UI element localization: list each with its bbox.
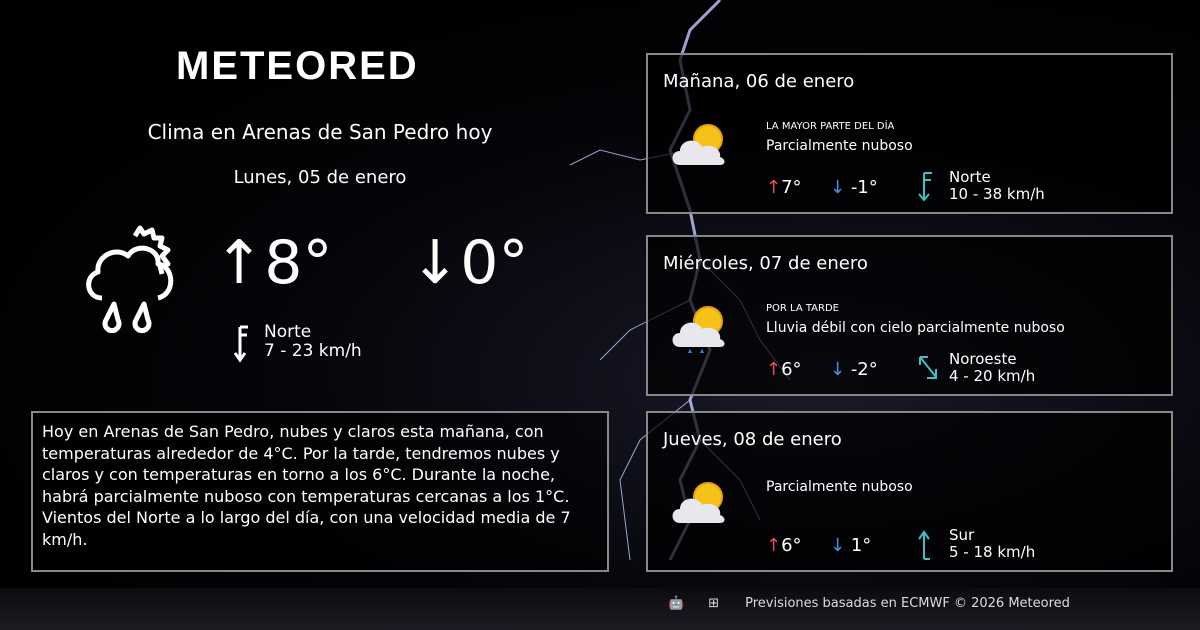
forecast-date: Mañana, 06 de enero	[663, 71, 855, 92]
today-wind-direction: Norte	[264, 322, 312, 342]
forecast-min-temp: ↓ -2°	[830, 359, 878, 380]
forecast-period: POR LA TARDE	[766, 303, 839, 314]
windows-icon[interactable]: ⊞	[708, 596, 720, 611]
forecast-max-temp: ↑6°	[766, 535, 802, 556]
today-wind: Norte 7 - 23 km/h	[232, 323, 362, 363]
meteored-logo[interactable]: METEORED	[176, 44, 419, 88]
forecast-wind-speed: 10 - 38 km/h	[949, 185, 1045, 203]
forecast-wind-speed: 4 - 20 km/h	[949, 367, 1036, 385]
page-title: Clima en Arenas de San Pedro hoy	[147, 120, 493, 144]
today-date: Lunes, 05 de enero	[233, 167, 407, 188]
forecast-card[interactable]: Mañana, 06 de enero LA MAYOR PARTE DEL D…	[646, 53, 1173, 214]
today-min-temp: ↓0°	[410, 228, 529, 298]
partly-cloudy-icon	[672, 124, 725, 165]
today-max-temp: ↑8°	[214, 228, 333, 298]
forecast-period: LA MAYOR PARTE DEL DÍA	[766, 121, 895, 132]
forecast-date: Miércoles, 07 de enero	[663, 253, 868, 274]
light-rain-partly-cloudy-icon	[672, 306, 725, 353]
cloud-sun-rain-icon	[86, 225, 174, 334]
forecast-card[interactable]: Jueves, 08 de enero Parcialmente nuboso …	[646, 411, 1173, 572]
android-icon[interactable]: 🤖	[668, 596, 685, 611]
wind-direction-icon	[919, 356, 937, 379]
arrow-down-icon: ↓	[830, 177, 851, 198]
today-wind-speed: 7 - 23 km/h	[264, 341, 362, 361]
arrow-down-icon: ↓	[830, 359, 851, 380]
arrow-up-icon: ↑	[766, 177, 782, 198]
partly-cloudy-icon	[672, 482, 725, 523]
forecast-description: Parcialmente nuboso	[766, 138, 913, 154]
arrow-down-icon: ↓	[830, 535, 851, 556]
forecast-wind-speed: 5 - 18 km/h	[949, 543, 1036, 561]
forecast-max-temp: ↑7°	[766, 177, 802, 198]
footer: 🤖 ⊞ Previsiones basadas en ECMWF © 2026 …	[668, 596, 1070, 611]
forecast-card[interactable]: Miércoles, 07 de enero POR LA TARDE Lluv…	[646, 235, 1173, 396]
forecast-date: Jueves, 08 de enero	[663, 429, 842, 450]
forecast-description: Parcialmente nuboso	[766, 479, 913, 495]
footer-credits: Previsiones basadas en ECMWF © 2026 Mete…	[745, 596, 1070, 611]
arrow-up-icon: ↑	[766, 359, 782, 380]
forecast-min-temp: ↓ 1°	[830, 535, 872, 556]
forecast-min-temp: ↓ -1°	[830, 177, 878, 198]
wind-direction-icon	[918, 530, 930, 560]
forecast-wind-direction: Noroeste	[949, 350, 1017, 368]
wind-north-icon	[233, 325, 248, 363]
forecast-description: Lluvia débil con cielo parcialmente nubo…	[766, 320, 1065, 336]
today-summary: Hoy en Arenas de San Pedro, nubes y clar…	[31, 411, 609, 572]
wind-direction-icon	[918, 172, 932, 202]
arrow-up-icon: ↑	[766, 535, 782, 556]
forecast-max-temp: ↑6°	[766, 359, 802, 380]
forecast-wind-direction: Norte	[949, 168, 991, 186]
forecast-wind-direction: Sur	[949, 526, 975, 544]
sea	[0, 588, 1200, 630]
